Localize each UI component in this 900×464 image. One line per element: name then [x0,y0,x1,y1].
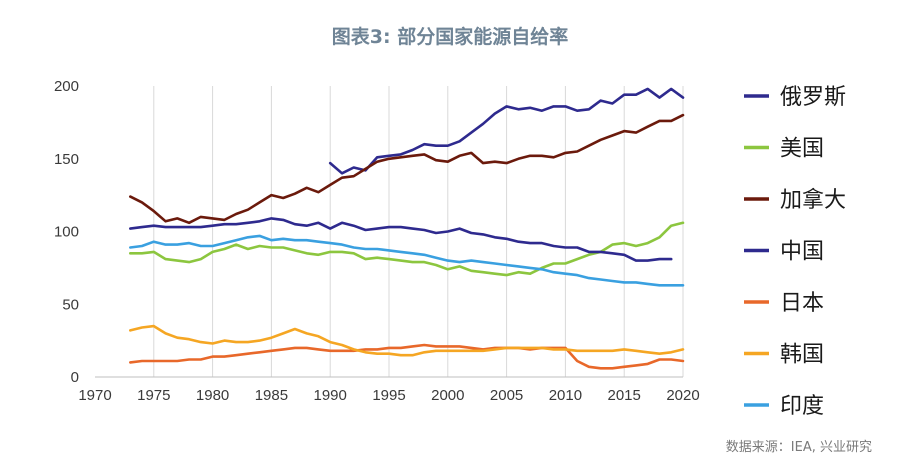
legend-label: 俄罗斯 [780,85,846,110]
series-line [129,324,685,357]
chart-title: 图表3: 部分国家能源自给率 [331,26,569,48]
x-tick-label: 1970 [78,387,111,404]
x-tick-label: 2015 [608,387,641,404]
x-axis-ticks: 1970 1975 1980 1985 1990 1995 2000 2005 2010 2015… [78,387,699,404]
x-tick-label: 1990 [314,387,347,404]
x-tick-label: 1995 [372,387,405,404]
x-tick-label: 1975 [137,387,170,404]
series-lines [129,87,685,370]
series-line [129,113,685,225]
x-tick-label: 2000 [431,387,464,404]
legend-label: 美国 [780,137,824,162]
y-tick-label: 100 [54,224,79,241]
x-tick-label: 2005 [490,387,523,404]
series-line [129,343,685,370]
x-tick-label: 2010 [549,387,582,404]
x-tick-label: 1985 [255,387,288,404]
legend-label: 加拿大 [780,187,846,213]
y-tick-label: 0 [71,369,79,386]
x-tick-label: 1980 [196,387,229,404]
legend-label: 印度 [780,394,824,419]
x-tick-label: 2020 [666,387,699,404]
legend-label: 韩国 [780,343,824,368]
legend-label: 中国 [780,240,824,265]
series-line [129,217,673,262]
y-axis-ticks: 0 50 100 150 200 [54,78,79,386]
series-line [129,221,685,277]
source-note: 数据来源：IEA, 兴业研究 [725,440,872,455]
y-tick-label: 50 [62,296,79,313]
legend-label: 日本 [780,291,824,316]
vertical-grid [95,86,684,378]
series-line [129,234,685,287]
series-line [328,87,685,175]
y-tick-label: 200 [54,78,79,95]
y-tick-label: 150 [54,151,79,168]
